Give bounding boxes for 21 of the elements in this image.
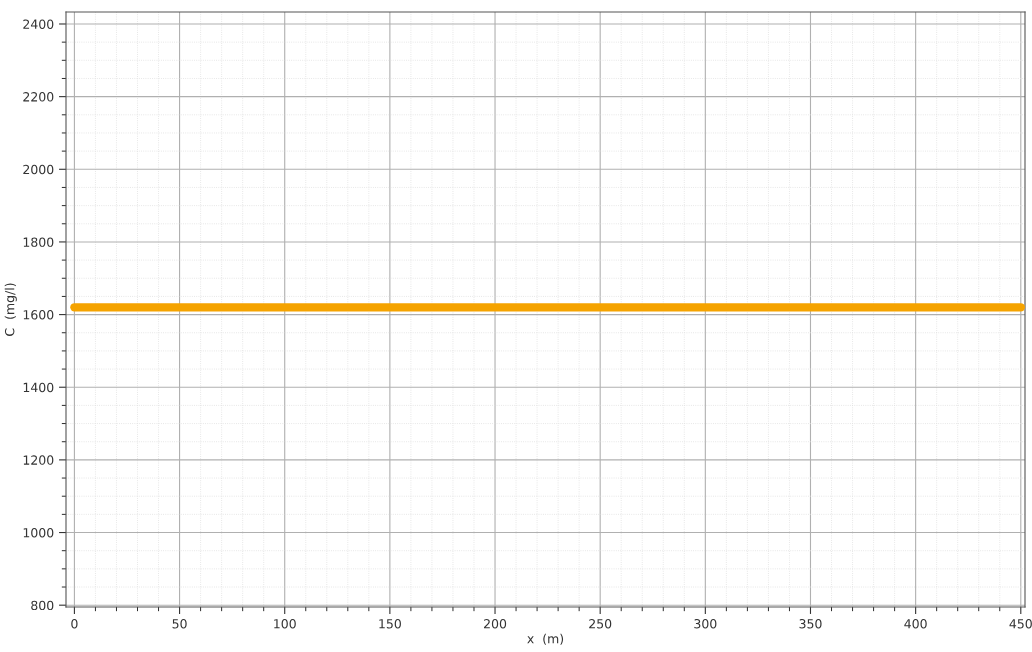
- y-tick-label: 1200: [23, 455, 54, 465]
- y-tick-label: 2200: [23, 92, 54, 102]
- x-tick-label: 0: [71, 619, 78, 629]
- x-tick-label: 250: [589, 619, 612, 629]
- y-tick-label: 800: [31, 600, 54, 611]
- y-tick-label: 1800: [23, 237, 54, 247]
- y-tick-label: 1600: [23, 310, 54, 320]
- y-axis-title: C (mg/l): [4, 283, 17, 336]
- x-tick-label: 100: [274, 619, 296, 629]
- y-tick-label: 2400: [23, 19, 54, 29]
- x-tick-label: 400: [904, 619, 927, 629]
- x-tick-label: 350: [799, 619, 822, 629]
- x-tick-label: 300: [694, 619, 717, 629]
- y-tick-label: 1400: [23, 382, 54, 393]
- x-axis-title: x (m): [527, 633, 564, 645]
- y-tick-label: 1000: [23, 528, 54, 538]
- x-tick-label: 150: [379, 619, 401, 629]
- x-tick-label: 450: [1009, 619, 1032, 629]
- y-tick-label: 2000: [23, 164, 54, 175]
- x-tick-label: 50: [172, 619, 187, 629]
- x-tick-label: 200: [484, 619, 507, 629]
